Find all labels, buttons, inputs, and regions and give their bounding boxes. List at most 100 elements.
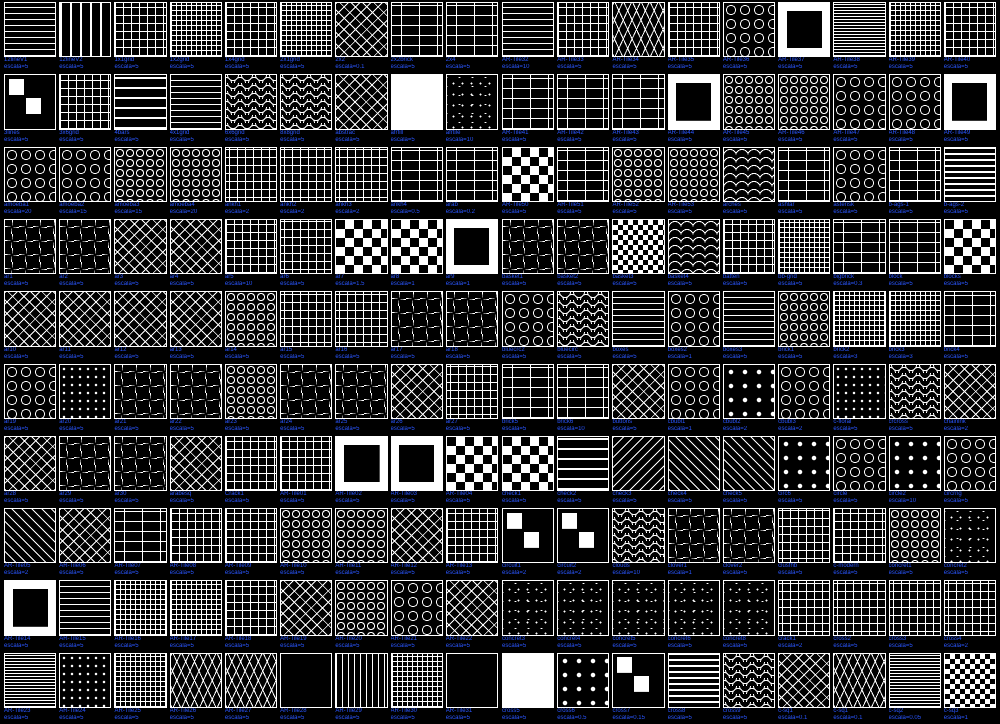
hatch-swatch[interactable] [668, 364, 720, 419]
hatch-swatch[interactable] [59, 74, 111, 129]
hatch-swatch[interactable] [723, 653, 775, 708]
hatch-swatch[interactable] [446, 291, 498, 346]
hatch-swatch[interactable] [280, 147, 332, 202]
hatch-cell[interactable]: ar7escala=1.5 [335, 219, 387, 288]
hatch-swatch[interactable] [59, 147, 111, 202]
hatch-swatch[interactable] [225, 508, 277, 563]
hatch-swatch[interactable] [944, 291, 996, 346]
hatch-cell[interactable]: amoeba4escala=20 [170, 147, 222, 216]
hatch-cell[interactable]: concret4escala=5 [557, 580, 609, 649]
hatch-cell[interactable]: ankh3escala=2 [335, 147, 387, 216]
hatch-swatch[interactable] [723, 580, 775, 635]
hatch-cell[interactable]: ar1escala=5 [4, 219, 56, 288]
hatch-cell[interactable]: ar21escala=5 [114, 364, 166, 433]
hatch-swatch[interactable] [225, 291, 277, 346]
hatch-swatch[interactable] [944, 2, 996, 57]
hatch-cell[interactable]: boxesescala=5 [612, 291, 664, 360]
hatch-swatch[interactable] [833, 2, 885, 57]
hatch-swatch[interactable] [59, 580, 111, 635]
hatch-swatch[interactable] [114, 364, 166, 419]
hatch-swatch[interactable] [612, 74, 664, 129]
hatch-swatch[interactable] [502, 2, 554, 57]
hatch-swatch[interactable] [778, 2, 830, 57]
hatch-swatch[interactable] [391, 147, 443, 202]
hatch-cell[interactable]: cbubl1escala=1 [668, 364, 720, 433]
hatch-cell[interactable]: basket1escala=5 [502, 219, 554, 288]
hatch-swatch[interactable] [4, 291, 56, 346]
hatch-cell[interactable]: basket3escala=5 [612, 219, 664, 288]
hatch-cell[interactable]: b-ags-1escala=5 [889, 147, 941, 216]
hatch-cell[interactable]: buttonsescala=5 [612, 364, 664, 433]
hatch-cell[interactable]: ar26escala=5 [391, 364, 443, 433]
hatch-swatch[interactable] [391, 364, 443, 419]
hatch-swatch[interactable] [668, 147, 720, 202]
hatch-swatch[interactable] [557, 508, 609, 563]
hatch-swatch[interactable] [612, 364, 664, 419]
hatch-swatch[interactable] [391, 74, 443, 129]
hatch-cell[interactable]: boxes2escala=1 [668, 291, 720, 360]
hatch-swatch[interactable] [778, 74, 830, 129]
hatch-swatch[interactable] [225, 653, 277, 708]
hatch-swatch[interactable] [778, 364, 830, 419]
hatch-cell[interactable]: ar14escala=5 [225, 291, 277, 360]
hatch-swatch[interactable] [668, 219, 720, 274]
hatch-swatch[interactable] [668, 74, 720, 129]
hatch-swatch[interactable] [335, 580, 387, 635]
hatch-swatch[interactable] [114, 74, 166, 129]
hatch-cell[interactable]: c-sq2escala=0.05 [889, 653, 941, 722]
hatch-swatch[interactable] [170, 219, 222, 274]
hatch-cell[interactable]: AR-Tile02escala=5 [335, 436, 387, 505]
hatch-cell[interactable]: ar16escala=5 [335, 291, 387, 360]
hatch-cell[interactable]: clusfhbescala=5 [778, 508, 830, 577]
hatch-cell[interactable]: c-sq1escala=0.1 [833, 653, 885, 722]
hatch-cell[interactable]: b-ags-2escala=5 [944, 147, 996, 216]
hatch-swatch[interactable] [225, 436, 277, 491]
hatch-swatch[interactable] [723, 508, 775, 563]
hatch-swatch[interactable] [502, 436, 554, 491]
hatch-cell[interactable]: 8x8gridescala=5 [280, 74, 332, 143]
hatch-swatch[interactable] [335, 74, 387, 129]
hatch-cell[interactable]: check3escala=5 [612, 436, 664, 505]
hatch-swatch[interactable] [225, 74, 277, 129]
hatch-cell[interactable]: cross8escala=5 [668, 653, 720, 722]
hatch-swatch[interactable] [114, 580, 166, 635]
hatch-swatch[interactable] [225, 147, 277, 202]
hatch-swatch[interactable] [4, 147, 56, 202]
hatch-swatch[interactable] [668, 580, 720, 635]
hatch-swatch[interactable] [557, 364, 609, 419]
hatch-swatch[interactable] [889, 147, 941, 202]
hatch-cell[interactable]: blocksescala=5 [944, 219, 996, 288]
hatch-cell[interactable]: archesescala=5 [723, 147, 775, 216]
hatch-cell[interactable]: ar24escala=5 [280, 364, 332, 433]
hatch-swatch[interactable] [502, 147, 554, 202]
hatch-cell[interactable]: AR-Tile26escala=5 [170, 653, 222, 722]
hatch-swatch[interactable] [59, 2, 111, 57]
hatch-swatch[interactable] [502, 219, 554, 274]
hatch-swatch[interactable] [280, 219, 332, 274]
hatch-cell[interactable]: bluecircescala=5 [557, 291, 609, 360]
hatch-swatch[interactable] [723, 74, 775, 129]
hatch-swatch[interactable] [612, 219, 664, 274]
hatch-swatch[interactable] [280, 436, 332, 491]
hatch-swatch[interactable] [778, 147, 830, 202]
hatch-swatch[interactable] [391, 508, 443, 563]
hatch-cell[interactable]: AR-Tile17escala=5 [170, 580, 222, 649]
hatch-cell[interactable]: ar12escala=5 [114, 291, 166, 360]
hatch-cell[interactable]: 1x1gridescala=5 [114, 2, 166, 71]
hatch-cell[interactable]: check5escala=5 [723, 436, 775, 505]
hatch-cell[interactable]: crack1escala=2 [778, 580, 830, 649]
hatch-swatch[interactable] [170, 364, 222, 419]
hatch-cell[interactable]: 12lineV1escala=5 [4, 2, 56, 71]
hatch-swatch[interactable] [557, 291, 609, 346]
hatch-swatch[interactable] [225, 2, 277, 57]
hatch-cell[interactable]: ankh4escala=0.5 [391, 147, 443, 216]
hatch-swatch[interactable] [889, 291, 941, 346]
hatch-cell[interactable]: ankh2escala=2 [280, 147, 332, 216]
hatch-cell[interactable]: AR-Tile36escala=5 [723, 2, 775, 71]
hatch-cell[interactable]: AR-Tile16escala=5 [114, 580, 166, 649]
hatch-swatch[interactable] [944, 436, 996, 491]
hatch-cell[interactable]: concret3escala=5 [502, 580, 554, 649]
hatch-cell[interactable]: brick2escala=3 [833, 291, 885, 360]
hatch-swatch[interactable] [280, 508, 332, 563]
hatch-swatch[interactable] [557, 436, 609, 491]
